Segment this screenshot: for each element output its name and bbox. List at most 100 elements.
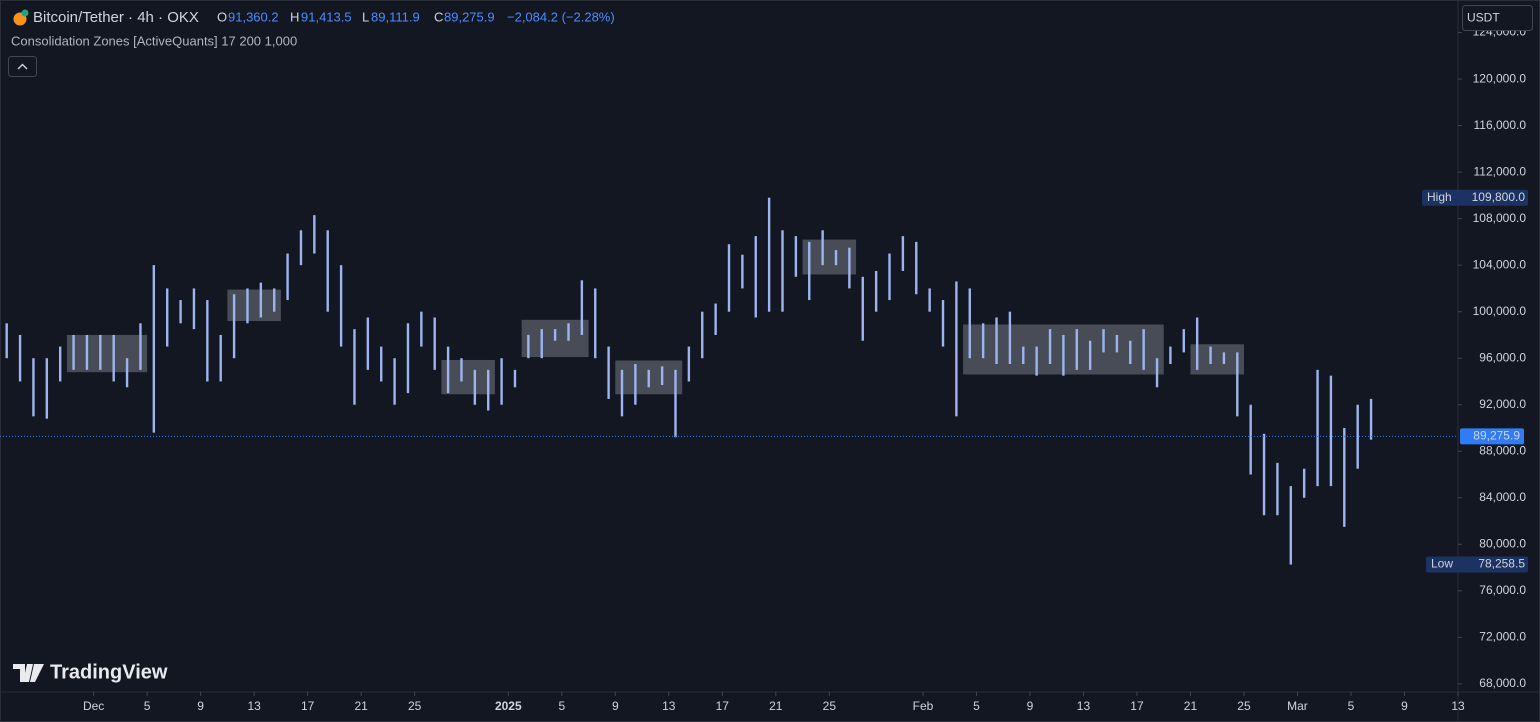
- x-tick-label: 9: [197, 699, 204, 713]
- price-bar: [861, 276, 864, 341]
- ohlc-value: 91,360.2: [228, 9, 279, 24]
- price-bar: [273, 288, 276, 312]
- price-bar: [1155, 358, 1159, 388]
- x-tick-label: 5: [973, 699, 980, 713]
- price-bar: [1088, 340, 1092, 370]
- x-tick-label: Dec: [83, 699, 104, 713]
- x-tick-label: 21: [1184, 699, 1198, 713]
- y-tick-label: 68,000.0: [1479, 676, 1526, 690]
- price-bar: [1236, 352, 1239, 417]
- price-bar: [1209, 346, 1212, 365]
- price-bar: [540, 329, 543, 359]
- ohlc-label: H: [290, 9, 299, 24]
- y-tick-label: 116,000.0: [1474, 118, 1527, 132]
- price-bar: [968, 288, 971, 359]
- currency: USDT: [1467, 11, 1500, 25]
- price-bar: [1316, 369, 1319, 487]
- price-bar: [380, 346, 383, 382]
- x-tick-label: 9: [612, 699, 619, 713]
- price-bar: [139, 323, 142, 370]
- price-bar: [981, 323, 985, 359]
- symbol-icon-quote: [21, 9, 29, 17]
- price-bar: [567, 323, 570, 341]
- price-bar: [781, 230, 784, 312]
- price-bar: [580, 280, 584, 335]
- y-tick-label: 112,000.0: [1474, 164, 1527, 178]
- x-tick-label: 9: [1401, 699, 1408, 713]
- ohlc-value: 89,111.9: [371, 9, 420, 24]
- price-bar: [5, 323, 8, 359]
- consolidation-zone: [1190, 344, 1244, 375]
- price-bar: [1075, 329, 1078, 370]
- price-bar: [660, 366, 664, 385]
- price-bar: [1343, 427, 1346, 527]
- price-bar: [152, 265, 156, 433]
- price-bar: [179, 300, 182, 324]
- price-bar: [915, 241, 918, 295]
- y-tick-label: 96,000.0: [1479, 350, 1526, 364]
- price-bar: [1048, 329, 1052, 365]
- price-bar: [834, 250, 838, 266]
- price-bar: [794, 236, 798, 277]
- x-tick-label: 13: [662, 699, 676, 713]
- price-bar: [420, 311, 423, 347]
- price-bar: [112, 334, 115, 382]
- y-tick-label: 84,000.0: [1479, 490, 1526, 504]
- x-tick-label: Feb: [913, 699, 934, 713]
- x-tick-label: 25: [408, 699, 422, 713]
- overlay: Bitcoin/Tether · 4h · OKX O 91,360.2 H 9…: [8, 5, 1533, 683]
- price-bar: [1262, 433, 1266, 516]
- price-bar: [406, 323, 410, 394]
- y-tick-label: 92,000.0: [1479, 397, 1526, 411]
- y-tick-label: 120,000.0: [1473, 71, 1527, 85]
- price-bar: [125, 358, 129, 388]
- price-bar: [1222, 352, 1226, 365]
- x-tick-label: 21: [769, 699, 783, 713]
- x-tick-label: 13: [247, 699, 261, 713]
- price-bar: [928, 288, 931, 312]
- price-bar: [1035, 346, 1038, 376]
- x-tick-label: 5: [144, 699, 151, 713]
- x-tick-label: 17: [1130, 699, 1144, 713]
- change: −2,084.2 (−2.28%): [507, 9, 615, 24]
- price-bar: [687, 346, 691, 382]
- price-bar: [955, 281, 958, 417]
- price-bar: [1182, 329, 1185, 353]
- price-bar: [1329, 375, 1333, 487]
- ohlc-value: 89,275.9: [444, 9, 495, 24]
- price-bar: [647, 369, 650, 388]
- y-tick-label: 72,000.0: [1479, 630, 1526, 644]
- price-bar: [1022, 346, 1025, 365]
- currency-button[interactable]: [1462, 5, 1533, 31]
- last-price-tag: [1460, 428, 1524, 445]
- extreme-label: 109,800.0: [1472, 190, 1526, 204]
- price-bar: [353, 329, 356, 405]
- y-tick-label: 100,000.0: [1473, 304, 1527, 318]
- price-bar: [246, 288, 249, 324]
- y-tick-label: 88,000.0: [1479, 443, 1526, 457]
- last-price-label: 89,275.9: [1473, 429, 1520, 443]
- price-bar: [473, 369, 477, 405]
- symbol: Bitcoin/Tether · 4h · OKX: [33, 9, 199, 26]
- x-tick-label: 21: [354, 699, 368, 713]
- price-bar: [286, 253, 289, 301]
- x-tick-label: 13: [1451, 699, 1465, 713]
- indicator-label[interactable]: Consolidation Zones [ActiveQuants] 17 20…: [11, 33, 297, 48]
- price-bar: [527, 334, 530, 359]
- price-bar: [594, 288, 597, 359]
- price-bar: [206, 300, 209, 382]
- consolidation-zone: [802, 239, 857, 275]
- price-bar: [821, 230, 824, 266]
- consolidation-zone: [66, 334, 148, 373]
- plot: [0, 197, 1458, 565]
- x-tick-label: 5: [558, 699, 565, 713]
- collapse-button[interactable]: [8, 56, 37, 77]
- ohlc-label: C: [434, 9, 443, 24]
- price-bar: [232, 294, 236, 359]
- price-bar: [901, 236, 905, 271]
- extreme-label: 78,258.5: [1478, 557, 1525, 571]
- price-bar: [313, 215, 316, 254]
- price-bar: [85, 334, 89, 370]
- x-tick-label: 13: [1077, 699, 1091, 713]
